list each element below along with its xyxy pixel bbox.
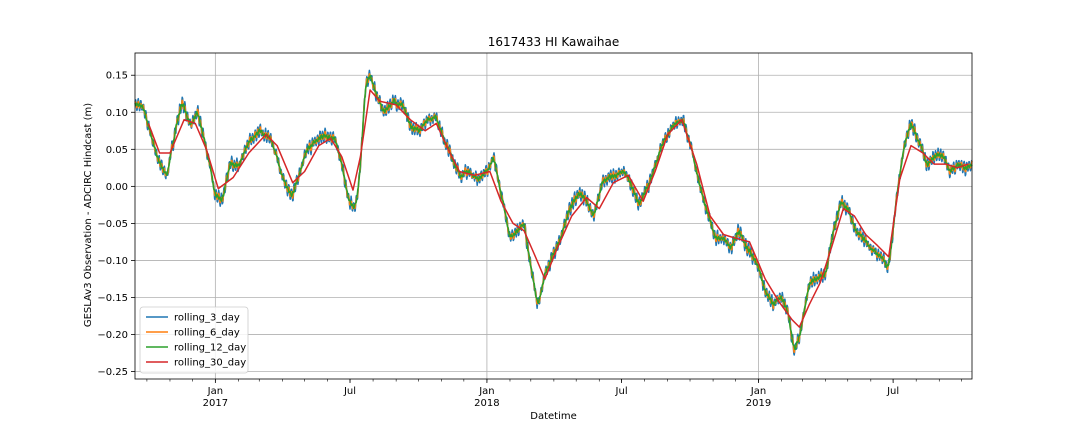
x-tick-label: Jan [750,386,766,397]
series-line-rolling-3-day [134,69,973,356]
y-tick-label: 0.05 [106,145,128,156]
y-tick-label: −0.25 [97,367,128,378]
legend-label: rolling_6_day [174,328,240,339]
x-tick-year-label: 2017 [203,398,228,409]
x-tick-label: Jan [478,386,494,397]
chart-title: 1617433 HI Kawaihae [488,35,620,49]
x-tick-label: Jan [207,386,223,397]
x-tick-year-label: 2018 [474,398,499,409]
x-tick-year-label: 2019 [746,398,771,409]
series-line-rolling-12-day [134,74,973,351]
x-tick-label: Jul [615,386,628,397]
x-tick-label: Jul [886,386,899,397]
y-tick-label: −0.20 [97,330,128,341]
y-tick-label: −0.10 [97,256,128,267]
y-tick-label: 0.00 [106,182,128,193]
legend-label: rolling_3_day [174,313,240,324]
y-tick-label: 0.15 [106,71,128,82]
y-tick-label: 0.10 [106,108,128,119]
y-axis-label: GESLAv3 Observation - ADCIRC Hindcast (m… [83,103,94,327]
legend: rolling_3_day rolling_6_day rolling_12_day… [139,306,249,374]
grid-lines [135,53,972,379]
x-axis-label: Datetime [530,411,577,422]
x-tick-label: Jul [343,386,356,397]
y-tick-label: −0.15 [97,293,128,304]
legend-box [139,306,249,374]
plot-lines [134,69,973,356]
y-tick-label: −0.05 [97,219,128,230]
legend-label: rolling_30_day [174,358,246,369]
plot-frame [134,52,973,380]
series-line-rolling-30-day [147,89,969,328]
axes: −0.25 −0.20 −0.15 −0.10 −0.05 0.00 0.05 0.10 0.1… [97,52,973,409]
legend-label: rolling_12_day [174,343,246,354]
